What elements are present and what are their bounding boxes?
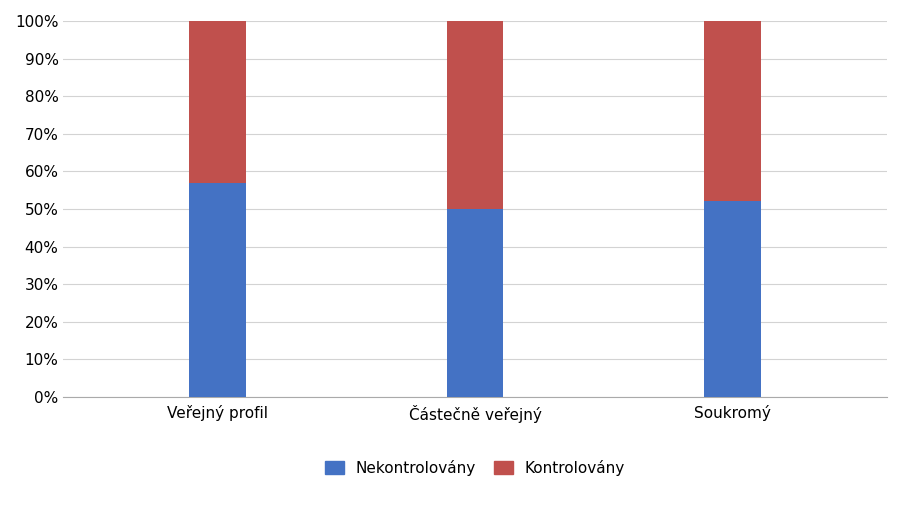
Bar [704,201,761,397]
Legend: Nekontrolovány, Kontrolovány: Nekontrolovány, Kontrolovány [319,454,631,482]
Bar [704,21,761,201]
Bar [446,21,503,209]
Bar [446,209,503,397]
Bar [189,183,246,397]
Bar [189,21,246,183]
